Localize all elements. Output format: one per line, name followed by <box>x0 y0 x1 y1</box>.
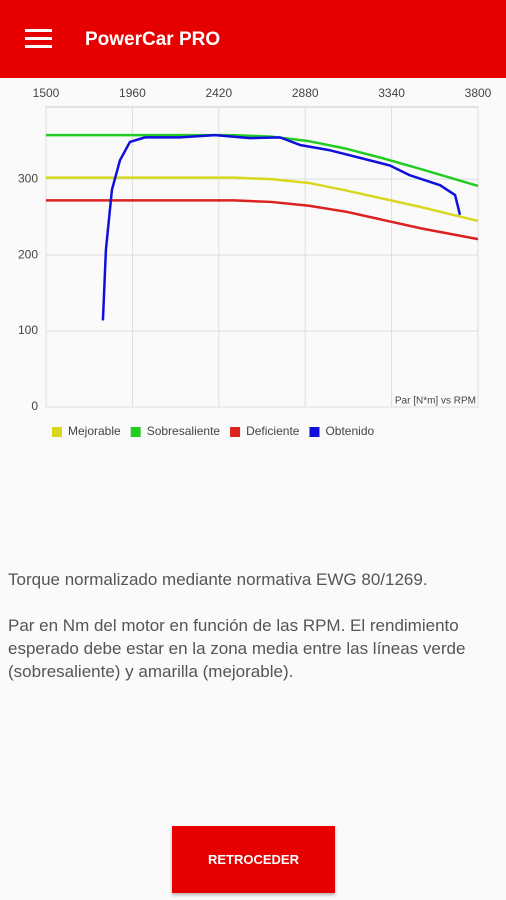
annotation: Par [N*m] vs RPM <box>395 396 476 407</box>
back-button[interactable]: RETROCEDER <box>172 826 335 893</box>
legend-swatch <box>52 427 62 437</box>
description: Torque normalizado mediante normativa EW… <box>8 570 428 589</box>
legend-swatch <box>309 427 320 437</box>
y-tick-label: 200 <box>18 247 38 261</box>
x-tick-label: 2420 <box>205 86 232 100</box>
y-tick-label: 300 <box>18 171 38 185</box>
x-tick-label: 2880 <box>292 86 319 100</box>
app-bar: PowerCar PRO <box>0 0 506 78</box>
menu-icon[interactable] <box>25 28 55 52</box>
plot-border <box>45 106 479 408</box>
y-tick-label: 0 <box>31 399 38 413</box>
description: Par en Nm del motor en función de las RP… <box>8 616 466 681</box>
y-tick-label: 100 <box>18 323 38 337</box>
chart: Par [N*m] vs RPM 0 100 200 300 1500 1960 2420 2… <box>18 86 492 438</box>
x-tick-label: 1960 <box>119 86 146 100</box>
series-line <box>101 133 462 321</box>
series-line <box>46 133 479 188</box>
x-tick-label: 3340 <box>378 86 405 100</box>
legend-swatch <box>230 427 241 437</box>
legend-label: Mejorable <box>68 424 121 438</box>
x-tick-label: 1500 <box>33 86 60 100</box>
series-line <box>46 199 479 241</box>
x-tick-label: 3800 <box>465 86 492 100</box>
app-title: PowerCar PRO <box>85 29 221 50</box>
legend-swatch <box>130 427 141 437</box>
legend-label: Obtenido <box>325 424 374 438</box>
legend-label: Deficiente <box>246 424 300 438</box>
series-line <box>46 176 479 223</box>
legend-label: Sobresaliente <box>147 424 221 438</box>
